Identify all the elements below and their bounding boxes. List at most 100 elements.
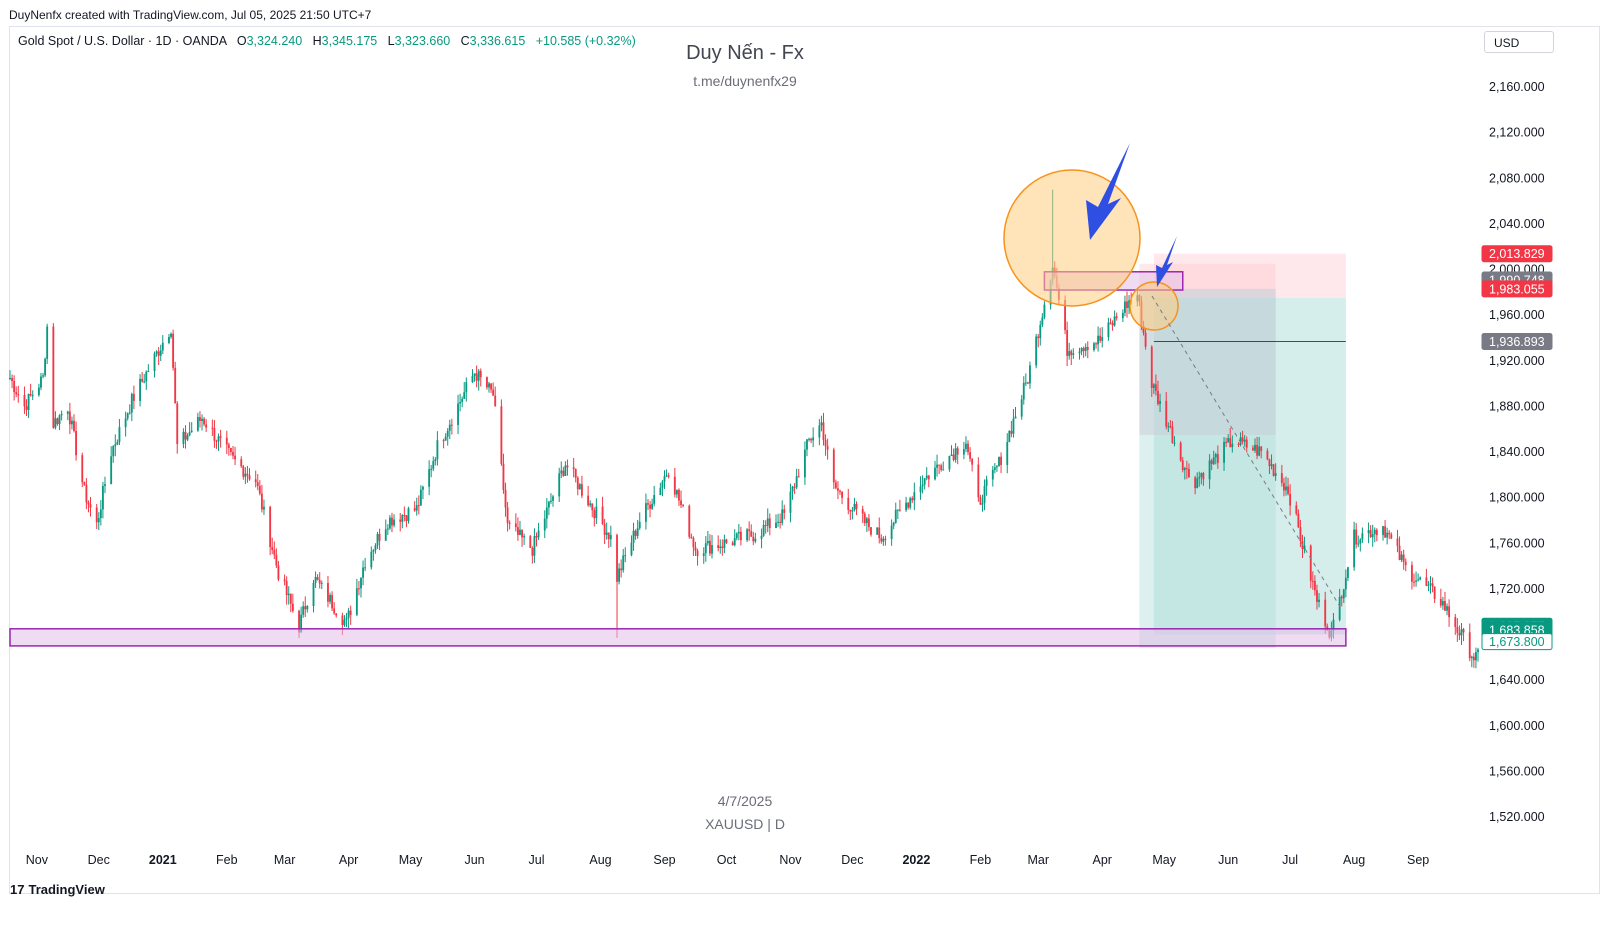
candle-body [172,333,175,368]
candle-body [1324,599,1327,627]
candle-body [71,420,73,425]
candle-body [358,588,360,590]
candle-body [806,439,808,450]
candle-body [861,509,864,514]
x-tick-label: Dec [88,853,110,867]
candle-body [880,538,883,542]
candle-body [1318,599,1320,602]
candle-body [580,484,583,496]
candle-body [560,470,563,474]
price-label-text: 2,013.829 [1489,247,1545,261]
candle-body [601,506,604,524]
candle-body [1404,561,1407,566]
candle-body [442,440,445,442]
candle-body [1198,476,1201,479]
candle-body [519,529,521,535]
candle-body [1460,629,1463,636]
x-tick-label: Jun [1218,853,1238,867]
candle-body [791,486,794,492]
candle-body [647,503,649,505]
candle-body [537,530,540,538]
x-tick-label: Nov [779,853,802,867]
candles-layer [9,189,1479,669]
candle-body [1371,534,1374,538]
candle-body [719,546,722,549]
candle-body [803,449,806,478]
candle-body [723,539,726,548]
candle-body [333,608,336,614]
candle-body [810,438,813,441]
candle-body [1477,649,1479,653]
candle-body [1468,632,1471,659]
candle-body [1472,656,1475,661]
candle-body [376,533,379,546]
candle-body [692,538,695,548]
candle-body [1200,473,1203,477]
candle-body [273,549,276,555]
candle-body [1082,348,1085,351]
candle-body [488,383,490,388]
candle-body [1357,543,1360,545]
candle-body [1270,464,1273,467]
candle-body [1124,301,1126,313]
candle-body [141,378,144,382]
candle-body [205,424,208,428]
candle-body [1026,382,1029,384]
candle-body [603,523,606,535]
annotation-layer [9,143,1347,647]
x-tick-label: Jun [464,853,484,867]
candle-body [1111,323,1114,326]
currency-selector[interactable]: USD [1484,31,1554,53]
candle-body [1332,619,1335,631]
candle-body [783,509,786,513]
candle-body [479,370,482,378]
candle-body [386,528,389,530]
low-label: L [387,34,395,48]
candle-body [143,381,146,383]
y-tick-label: 1,600.000 [1489,719,1545,733]
candle-body [1384,526,1387,538]
candle-body [706,540,709,544]
candle-body [896,509,899,511]
candle-body [500,406,503,464]
price-axis[interactable]: 1,520.0001,560.0001,600.0001,640.0001,68… [1481,80,1553,824]
candle-body [370,551,373,568]
candle-body [66,411,69,414]
candle-body [795,476,798,488]
candle-body [1431,583,1434,587]
time-axis[interactable]: Nov Dec 2021 Feb Mar Apr May Jun Jul Aug Sep Oct Nov… [26,853,1430,867]
candle-body [789,491,792,513]
candle-body [269,506,272,548]
candle-body [1338,596,1341,620]
candle-body [620,568,623,571]
candle-body [965,443,967,450]
candle-body [950,454,953,457]
candle-body [587,495,590,506]
candle-body [219,436,222,438]
candle-body [9,378,11,380]
candle-body [1433,586,1436,599]
candle-body [99,509,102,519]
candle-body [971,458,974,465]
candle-body [81,455,84,483]
candle-body [188,432,191,436]
y-tick-label: 2,120.000 [1489,126,1545,140]
candle-body [911,498,914,501]
candle-body [673,476,676,495]
watermark-symbol: XAUUSD | D [705,816,785,832]
candle-body [665,475,668,477]
candle-body [60,413,63,416]
tradingview-logo[interactable]: 17 TradingView [10,882,105,897]
candle-body [87,502,90,505]
candle-body [304,606,307,610]
candle-body [68,411,71,425]
highlight-circle-small [1129,281,1179,331]
candle-body [1171,426,1174,443]
open-label: O [236,34,247,48]
candle-body [909,498,912,508]
watermark-link: t.me/duynenfx29 [693,73,797,89]
symbol-legend[interactable]: Gold Spot / U.S. Dollar · 1D · OANDA O3,… [18,34,636,48]
candle-body [717,545,720,549]
candle-body [1214,454,1217,458]
